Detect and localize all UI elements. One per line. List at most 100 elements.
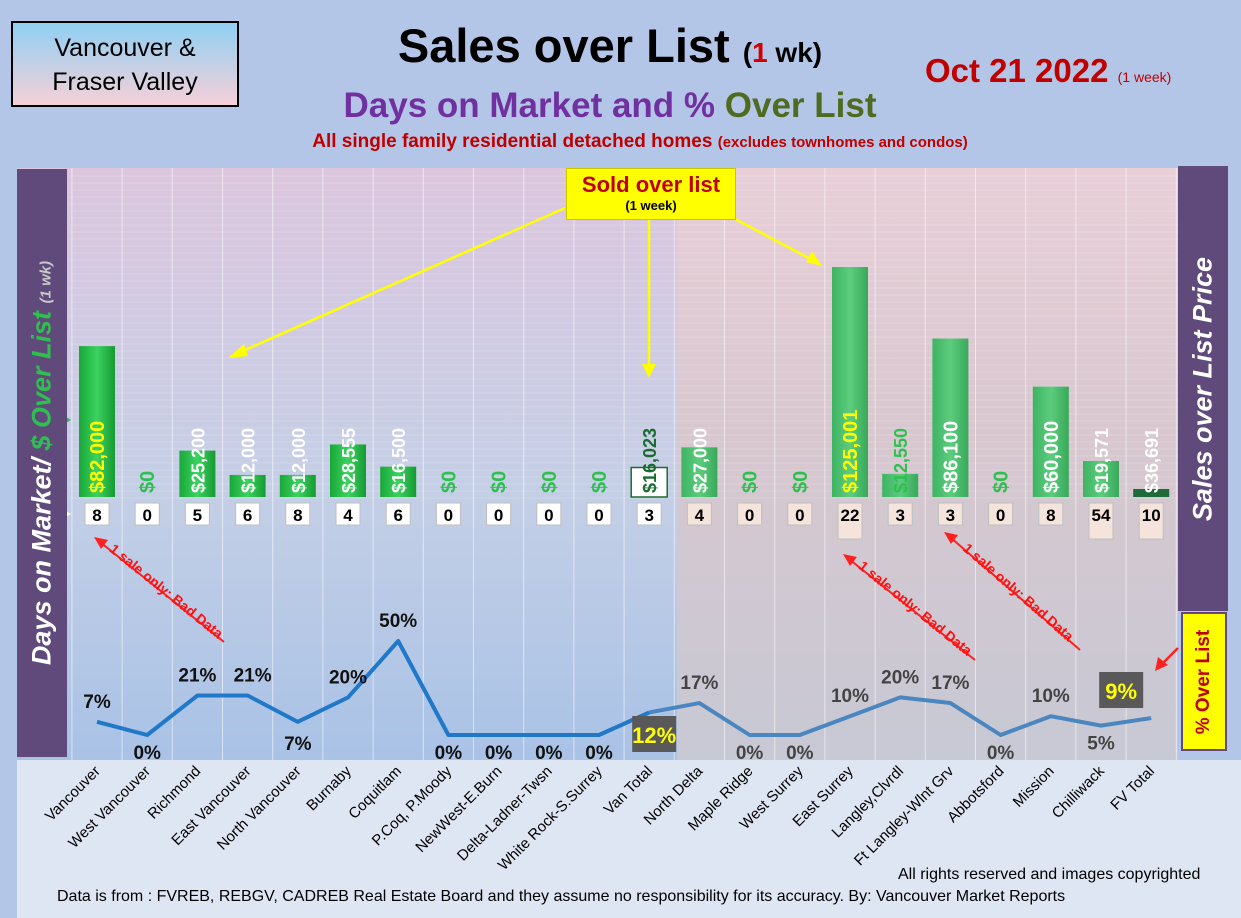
footer-data-source: Data is from : FVREB, REBGV, CADREB Real… bbox=[57, 888, 1066, 905]
bar-4 bbox=[229, 474, 266, 497]
dom-value-8: 0 bbox=[444, 506, 453, 525]
percent-label-2: 0% bbox=[133, 743, 161, 764]
dom-box-18 bbox=[937, 502, 963, 526]
bar-label-2: $0 bbox=[137, 471, 159, 493]
right-axis-label: Sales over List Price bbox=[1187, 256, 1218, 521]
bar-label-3: $25,200 bbox=[188, 428, 208, 493]
bar-6 bbox=[330, 444, 366, 497]
dom-box-19 bbox=[988, 502, 1014, 526]
bar-label-18: $86,100 bbox=[940, 421, 962, 493]
dom-value-21: 54 bbox=[1092, 506, 1111, 525]
date-label: Oct 21 2022 (1 week) bbox=[925, 52, 1171, 90]
bar-label-5: $12,000 bbox=[289, 428, 309, 493]
bad-data-arrow-1 bbox=[99, 541, 225, 643]
dom-value-12: 3 bbox=[644, 506, 653, 525]
dom-box-10 bbox=[536, 502, 562, 526]
percent-label-14: 0% bbox=[736, 743, 764, 764]
bar-13 bbox=[681, 447, 718, 497]
dom-box-14 bbox=[737, 502, 763, 526]
dom-box-3 bbox=[184, 502, 210, 526]
bar-label-8: $0 bbox=[438, 471, 460, 493]
date-note: (1 week) bbox=[1117, 69, 1172, 85]
percent-label-22: 9% bbox=[1105, 679, 1137, 704]
dom-box-6 bbox=[335, 502, 361, 526]
callout-arrowhead-right bbox=[806, 251, 822, 266]
dom-value-3: 5 bbox=[193, 506, 202, 525]
dom-box-1 bbox=[84, 502, 110, 526]
title-weeks: 1 bbox=[752, 37, 768, 68]
dom-box-4 bbox=[235, 502, 261, 526]
percent-label-5: 7% bbox=[284, 734, 312, 755]
right-axis-panel: Sales over List Price bbox=[1178, 166, 1228, 611]
dom-value-7: 6 bbox=[393, 506, 402, 525]
dom-value-20: 8 bbox=[1046, 506, 1055, 525]
bar-label-11: $0 bbox=[589, 471, 611, 493]
callout-arrowhead-left bbox=[228, 344, 248, 358]
percent-line-fraser-valley bbox=[648, 695, 1152, 737]
percent-label-16: 10% bbox=[831, 686, 869, 707]
dom-value-14: 0 bbox=[745, 506, 754, 525]
percent-label-18: 17% bbox=[931, 673, 969, 694]
bars-group: $82,000 $0 $25,200 $12,000 $12,000 $28,555 $16… bbox=[79, 267, 1170, 498]
dom-value-6: 4 bbox=[343, 506, 353, 525]
bar-label-19: $0 bbox=[991, 471, 1013, 493]
percent-label-17: 20% bbox=[881, 667, 919, 688]
dom-box-21 bbox=[1088, 502, 1114, 540]
dom-value-11: 0 bbox=[594, 506, 603, 525]
dom-box-16 bbox=[837, 502, 863, 540]
bar-1 bbox=[79, 346, 115, 497]
bar-label-15: $0 bbox=[790, 471, 812, 493]
title-main: Sales over List bbox=[397, 19, 730, 72]
dom-box-15 bbox=[787, 502, 813, 526]
chart-subtitle: Days on Market and % Over List bbox=[300, 86, 920, 126]
chart-description: All single family residential detached h… bbox=[200, 131, 1080, 153]
percent-label-20: 10% bbox=[1032, 686, 1070, 707]
bar-label-13: $27,000 bbox=[690, 428, 710, 493]
dom-box-20 bbox=[1038, 502, 1064, 526]
dom-value-13: 4 bbox=[695, 506, 705, 525]
callout-note: (1 week) bbox=[625, 198, 677, 213]
percent-label-8: 0% bbox=[435, 743, 463, 764]
dom-box-7 bbox=[385, 502, 411, 526]
region-line-1: Vancouver & bbox=[54, 34, 196, 62]
percent-label-7: 50% bbox=[379, 611, 417, 632]
percent-label-3: 21% bbox=[178, 666, 216, 687]
bar-label-1: $82,000 bbox=[87, 421, 109, 493]
percent-label-6: 20% bbox=[329, 667, 367, 688]
bar-label-7: $16,500 bbox=[389, 428, 409, 493]
percent-over-list-label: % Over List bbox=[1193, 629, 1214, 734]
region-box: Vancouver & Fraser Valley bbox=[11, 21, 239, 107]
percent-box-12 bbox=[632, 716, 677, 752]
left-axis-panel: Days on Market/ $ Over List (1 wk) bbox=[17, 169, 67, 757]
bar-7 bbox=[380, 466, 417, 497]
dom-value-17: 3 bbox=[895, 506, 904, 525]
footer-rights: All rights reserved and images copyright… bbox=[898, 866, 1201, 883]
date-main: Oct 21 2022 bbox=[925, 52, 1109, 89]
pct-arrowhead bbox=[1155, 657, 1168, 671]
dom-value-15: 0 bbox=[795, 506, 804, 525]
subtitle-part2: Over List bbox=[724, 86, 877, 125]
percent-label-10: 0% bbox=[535, 743, 563, 764]
bar-label-4: $12,000 bbox=[239, 428, 259, 493]
bar-22 bbox=[1133, 489, 1170, 497]
dom-box-8 bbox=[435, 502, 461, 526]
dom-box-11 bbox=[586, 502, 612, 526]
bar-17 bbox=[882, 473, 919, 497]
bar-label-12: $16,023 bbox=[640, 428, 660, 493]
bar-label-9: $0 bbox=[489, 471, 511, 493]
bar-18 bbox=[932, 338, 969, 497]
bar-label-22: $36,691 bbox=[1142, 428, 1162, 493]
sold-over-list-callout: Sold over list (1 week) bbox=[566, 168, 736, 220]
percent-over-list-box: % Over List bbox=[1181, 612, 1227, 751]
dom-box-2 bbox=[134, 502, 160, 526]
percent-label-21: 5% bbox=[1087, 734, 1115, 755]
percent-label-1: 7% bbox=[83, 692, 111, 713]
bar-16 bbox=[832, 267, 868, 497]
percent-label-12: 12% bbox=[632, 723, 676, 748]
bar-label-16: $125,001 bbox=[840, 410, 862, 493]
percent-label-11: 0% bbox=[585, 743, 613, 764]
bar-20 bbox=[1032, 386, 1069, 497]
days-on-market-boxes: 8 0 5 6 8 4 6 0 0 0 0 3 4 0 0 22 3 3 0 8 54 10 bbox=[84, 502, 1164, 540]
percent-line-vancouver bbox=[96, 639, 651, 737]
callout-arrowhead-center bbox=[642, 364, 656, 378]
